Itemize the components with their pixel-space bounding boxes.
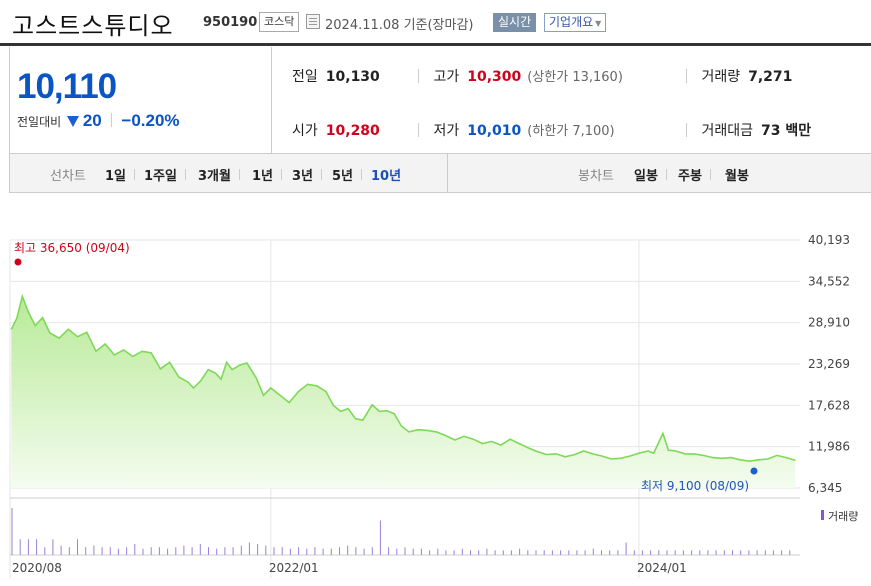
high-label: 고가: [433, 69, 460, 85]
tab-daily-candle[interactable]: 일봉: [634, 165, 667, 184]
x-tick-label: 2020/08: [12, 561, 62, 575]
y-tick-label: 23,269: [808, 357, 850, 371]
upper-limit: (상한가 13,160): [527, 70, 623, 85]
divider: [271, 47, 272, 154]
low-marker: [750, 467, 758, 475]
low-value: 10,010: [467, 123, 522, 139]
chart-period-bar: 선차트 1일 1주일 3개월 1년 3년 5년 10년 봉차트 일봉 주봉 월봉: [9, 154, 871, 193]
prev-close-label: 전일: [292, 69, 318, 85]
current-price: 10,110: [17, 67, 117, 106]
low-annotation: 최저 9,100 (08/09): [641, 479, 749, 493]
change-label: 전일대비: [17, 115, 62, 129]
divider: [686, 69, 687, 83]
x-tick-label: 2022/01: [269, 561, 319, 575]
divider: [110, 113, 112, 127]
trade-value-label: 거래대금: [701, 123, 753, 139]
stock-header: 고스트스튜디오 950190 코스닥 2024.11.08 기준(장마감) 실시…: [0, 0, 871, 46]
realtime-button[interactable]: 실시간: [493, 13, 537, 32]
price-area: [11, 296, 796, 488]
divider: [447, 154, 448, 192]
tab-3-years[interactable]: 3년: [292, 165, 323, 184]
as-of-date: 2024.11.08 기준(장마감): [325, 18, 474, 33]
price-change-row: 전일대비 20 −0.20%: [17, 111, 180, 131]
volume: 거래량 7,271: [686, 66, 792, 86]
tab-5-years[interactable]: 5년: [332, 165, 363, 184]
volume-legend-label: 거래량: [828, 510, 858, 523]
line-chart-label: 선차트: [50, 169, 86, 184]
volume-value: 7,271: [748, 69, 793, 85]
open-label: 시가: [292, 123, 318, 139]
stock-code: 950190: [203, 15, 258, 30]
divider: [418, 123, 419, 137]
high-value: 10,300: [467, 69, 522, 85]
prev-close: 전일 10,130: [292, 66, 380, 86]
trade-value: 거래대금 73 백만: [686, 120, 811, 140]
tab-3-months[interactable]: 3개월: [198, 165, 240, 184]
tab-monthly-candle[interactable]: 월봉: [725, 169, 749, 184]
divider: [418, 69, 419, 83]
tab-weekly-candle[interactable]: 주봉: [678, 165, 711, 184]
high-marker: [14, 258, 22, 266]
high-annotation: 최고 36,650 (09/04): [14, 241, 130, 255]
company-name: 고스트스튜디오: [12, 12, 174, 40]
candle-chart-label: 봉차트: [578, 169, 614, 184]
y-tick-label: 34,552: [808, 274, 850, 288]
trade-value-amount: 73 백만: [760, 123, 812, 139]
x-tick-label: 2024/01: [637, 561, 687, 575]
high-price: 고가 10,300 (상한가 13,160): [418, 66, 623, 86]
down-triangle-icon: [67, 116, 79, 127]
tab-1-week[interactable]: 1주일: [144, 165, 186, 184]
change-amount: 20: [82, 111, 102, 130]
price-line: [10, 293, 796, 463]
company-overview-dropdown[interactable]: 기업개요 ▼: [544, 13, 607, 32]
low-label: 저가: [433, 123, 460, 139]
divider: [686, 123, 687, 137]
calendar-icon: [306, 14, 320, 29]
y-tick-label: 28,910: [808, 316, 850, 330]
change-percent: −0.20%: [121, 111, 180, 130]
tab-1-year[interactable]: 1년: [252, 165, 283, 184]
low-price: 저가 10,010 (하한가 7,100): [418, 120, 615, 140]
y-tick-label: 11,986: [808, 440, 850, 454]
tab-10-years[interactable]: 10년: [371, 169, 402, 184]
open-value: 10,280: [325, 123, 380, 139]
tab-1-day[interactable]: 1일: [105, 165, 136, 184]
prev-close-value: 10,130: [325, 69, 380, 85]
chevron-down-icon: ▼: [595, 19, 602, 28]
lower-limit: (하한가 7,100): [527, 124, 615, 139]
y-tick-label: 6,345: [808, 481, 842, 495]
volume-label: 거래량: [701, 69, 741, 85]
y-tick-label: 40,193: [808, 233, 850, 247]
open-price: 시가 10,280: [292, 120, 380, 140]
y-tick-label: 17,628: [808, 398, 850, 412]
volume-legend-swatch: [821, 510, 824, 520]
price-summary: 10,110 전일대비 20 −0.20% 전일 10,130 고가 10,300 (…: [9, 47, 871, 154]
market-badge: 코스닥: [259, 12, 300, 32]
company-overview-label: 기업개요: [549, 15, 594, 29]
